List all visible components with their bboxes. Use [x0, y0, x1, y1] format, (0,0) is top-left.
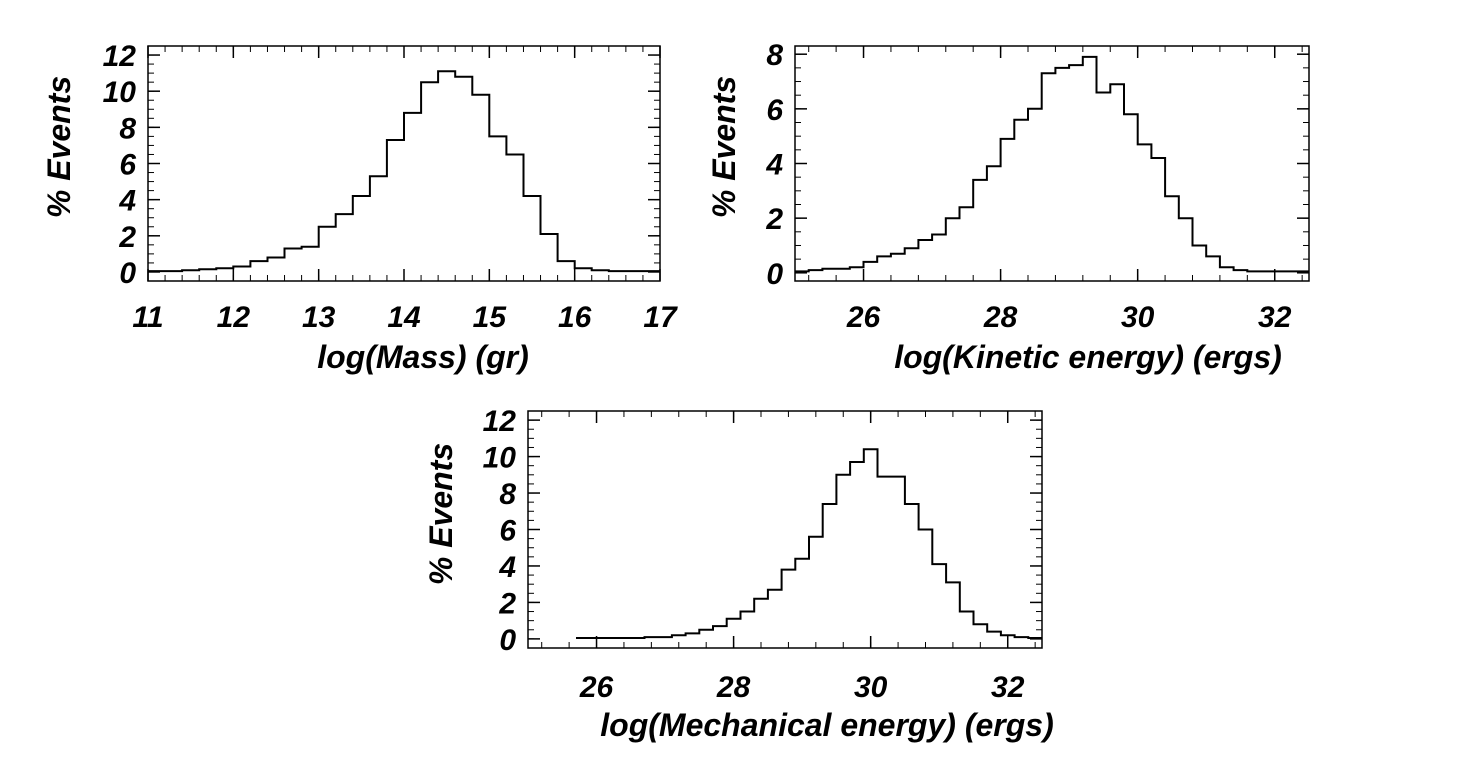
y-axis-title: % Events — [423, 443, 459, 585]
x-tick-label: 11 — [132, 301, 163, 334]
x-tick-label: 28 — [983, 301, 1018, 334]
x-tick-label: 30 — [854, 671, 888, 704]
plot-frame — [794, 45, 1310, 282]
x-axis-title: log(Mass) (gr) — [317, 339, 529, 375]
histogram-panel-2: 26 28 30 32 0 2 4 6 8 log(Kinetic energy) (ergs)%… — [706, 39, 1310, 375]
x-tick-label: 32 — [991, 671, 1025, 704]
y-tick-label: 8 — [119, 112, 136, 145]
y-tick-label: 2 — [118, 221, 136, 254]
histogram-series-line — [148, 70, 660, 273]
y-axis-title: % Events — [41, 76, 77, 218]
x-axis-title: log(Mechanical energy) (ergs) — [600, 707, 1053, 743]
y-tick-label: 0 — [119, 257, 136, 290]
y-tick-label: 8 — [499, 478, 516, 511]
histogram-series-line — [576, 448, 1042, 639]
y-tick-label: 12 — [103, 40, 137, 73]
x-tick-label: 13 — [302, 301, 336, 334]
x-tick-label: 12 — [217, 301, 251, 334]
y-tick-label: 8 — [766, 39, 783, 72]
y-tick-label: 12 — [483, 405, 517, 438]
y-tick-label: 10 — [103, 76, 137, 109]
x-tick-label: 16 — [558, 301, 592, 334]
histogram-series-line — [795, 55, 1309, 273]
y-tick-label: 6 — [119, 149, 136, 182]
plot-frame — [147, 45, 661, 282]
y-tick-label: 4 — [118, 185, 136, 218]
y-tick-label: 0 — [766, 258, 783, 291]
y-tick-label: 6 — [499, 515, 516, 548]
y-tick-label: 2 — [498, 587, 516, 620]
x-tick-label: 26 — [846, 301, 881, 334]
y-tick-label: 2 — [765, 203, 783, 236]
y-tick-label: 6 — [766, 94, 783, 127]
histogram-panel-3: 26 28 30 32 0 246 810 12 log(Mechanical energy) … — [423, 405, 1054, 743]
x-tick-label: 32 — [1258, 301, 1292, 334]
x-tick-label: 15 — [473, 301, 508, 334]
x-tick-label: 14 — [387, 301, 421, 334]
x-tick-label: 28 — [716, 671, 751, 704]
y-axis-title: % Events — [706, 76, 742, 218]
y-tick-label: 4 — [498, 551, 516, 584]
y-tick-label: 0 — [499, 624, 516, 657]
x-axis-title: log(Kinetic energy) (ergs) — [894, 339, 1282, 375]
y-tick-label: 4 — [765, 149, 783, 182]
x-tick-label: 30 — [1121, 301, 1155, 334]
y-tick-label: 10 — [483, 442, 517, 475]
x-tick-label: 26 — [579, 671, 614, 704]
x-tick-label: 17 — [643, 301, 678, 334]
